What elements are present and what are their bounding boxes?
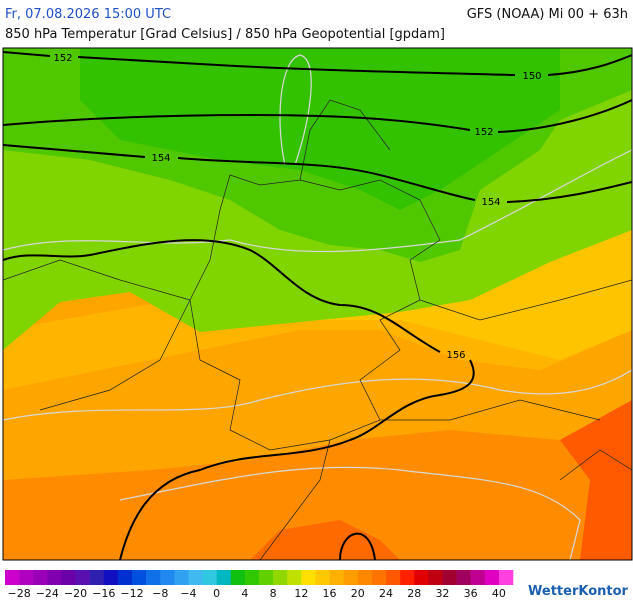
colorbar-tick-label: −28 [8,587,31,600]
colorbar-swatch [259,570,274,585]
colorbar-tick-label: 20 [351,587,365,600]
temp-field [80,48,560,210]
colorbar-swatch [386,570,401,585]
isotherm [119,466,581,560]
colorbar-swatch [287,570,302,585]
colorbar-swatch [202,570,217,585]
contour-label: 154 [151,153,170,164]
map: 152 150 152 154 154 156 [2,47,633,561]
colorbar-swatch [103,570,119,585]
isotherm [3,369,632,421]
colorbar-tick-label: 24 [379,587,393,600]
colorbar-tick-label: 4 [241,587,248,600]
colorbar-swatch [244,570,260,585]
colorbar-swatch [61,570,76,585]
colorbar-swatch [414,570,429,585]
colorbar-tick-label: −16 [92,587,115,600]
geopotential-contour [3,239,475,560]
contour-label: 152 [53,53,72,64]
colorbar-swatch [357,570,373,585]
logo-text: WetterKontor [528,584,629,599]
geopotential-contour [339,532,376,560]
geopotential-contour [3,51,632,76]
colorbar-swatch [89,570,105,585]
colorbar-tick-label: 16 [323,587,337,600]
valid-time: Fr, 07.08.2026 15:00 UTC [5,7,171,22]
colorbar-tick-label: 12 [294,587,308,600]
colorbar-tick-label: −8 [152,587,168,600]
colorbar-swatch [315,570,330,585]
colorbar-tick-label: −4 [180,587,196,600]
colorbar-swatch [47,570,62,585]
colorbar-swatch [456,570,471,585]
colorbar-swatch [146,570,161,585]
colorbar-swatch [484,570,500,585]
colorbar-swatch [273,570,288,585]
isotherm [3,149,632,253]
colorbar-swatch [216,570,232,585]
colorbar-swatch [75,570,90,585]
contour-label: 150 [522,71,541,82]
colorbar-tick-label: 40 [492,587,506,600]
colorbar: −28 −24 −20 −16 −12 −8 −4 0 4 8 12 16 20 24 28 32 36 40 [5,570,514,600]
colorbar-swatch [498,570,514,585]
geopotential-contour [3,99,632,133]
model-run: GFS (NOAA) Mi 00 + 63h [467,7,628,22]
map-frame [2,47,633,561]
colorbar-swatch [301,570,316,585]
isotherm [279,54,312,166]
colorbar-swatch [132,570,147,585]
colorbar-tick-label: −24 [36,587,59,600]
geopotential-contour [3,144,632,203]
colorbar-swatch [371,570,387,585]
colorbar-tick-label: 28 [407,587,421,600]
colorbar-swatch [400,570,415,585]
colorbar-swatch [188,570,203,585]
temp-field [300,220,632,360]
colorbar-swatch [470,570,486,585]
contour-label: 154 [481,197,500,208]
contour-label: 152 [474,127,493,138]
temp-field [250,520,400,560]
colorbar-swatch [33,570,48,585]
map-title: 850 hPa Temperatur [Grad Celsius] / 850 … [5,27,445,42]
colorbar-swatch [19,570,34,585]
colorbar-swatch [428,570,443,585]
colorbar-swatch [230,570,246,585]
logo: WetterKontor [528,584,629,599]
colorbar-tick-label: 0 [213,587,220,600]
colorbar-swatch [343,570,359,585]
colorbar-tick-label: −12 [120,587,143,600]
colorbar-swatch [329,570,344,585]
country-border [189,174,441,451]
colorbar-swatch [117,570,133,585]
colorbar-tick-label: 36 [464,587,478,600]
temp-field [560,400,632,560]
colorbar-swatch [5,570,20,585]
country-border [3,99,632,560]
colorbar-swatch [174,570,189,585]
colorbar-swatch [442,570,457,585]
contour-label: 156 [446,350,465,361]
colorbar-swatch [160,570,175,585]
colorbar-tick-label: −20 [64,587,87,600]
colorbar-tick-label: 8 [270,587,277,600]
colorbar-tick-label: 32 [435,587,449,600]
